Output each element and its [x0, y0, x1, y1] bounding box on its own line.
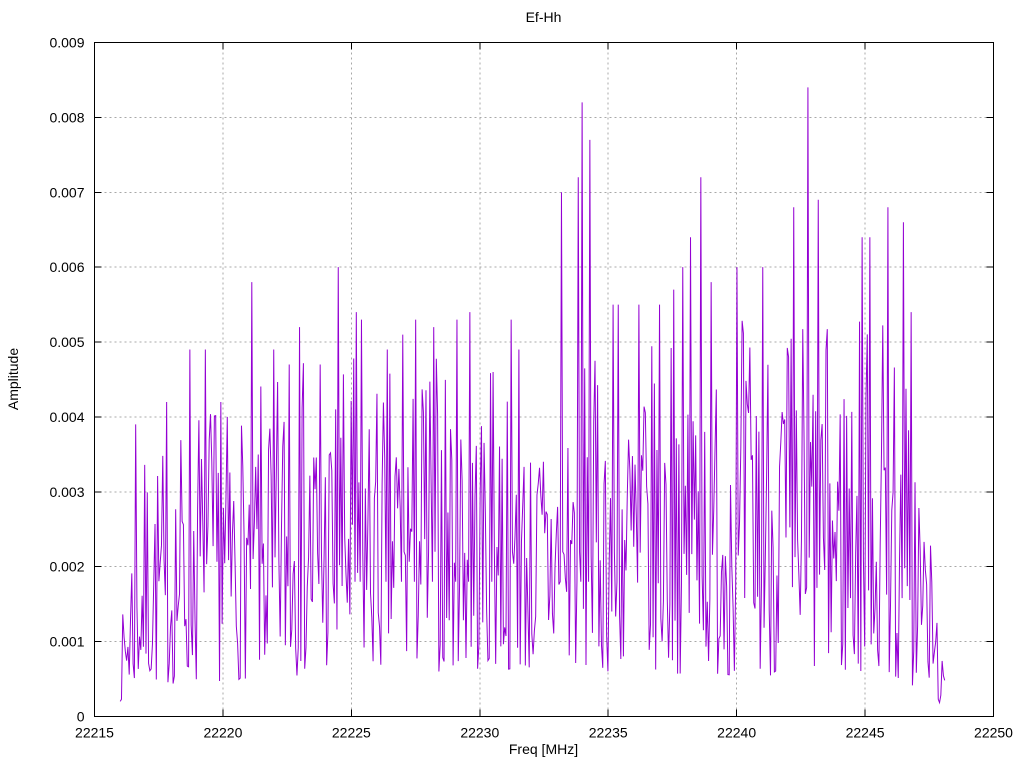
chart-title: Ef-Hh — [525, 9, 562, 25]
x-tick-label: 22235 — [589, 725, 628, 741]
y-tick-label: 0 — [77, 709, 85, 725]
y-tick-label: 0.009 — [49, 35, 84, 51]
x-tick-label: 22220 — [203, 725, 242, 741]
y-tick-label: 0.003 — [49, 484, 84, 500]
x-tick-label: 22225 — [332, 725, 371, 741]
y-tick-label: 0.004 — [49, 409, 84, 425]
signal-trace — [119, 87, 946, 705]
x-tick-label: 22230 — [460, 725, 499, 741]
y-tick-label: 0.002 — [49, 559, 84, 575]
y-tick-label: 0.001 — [49, 634, 84, 650]
x-tick-label: 22215 — [75, 725, 114, 741]
y-tick-label: 0.005 — [49, 334, 84, 350]
x-tick-label: 22240 — [717, 725, 756, 741]
plot-border — [94, 42, 994, 717]
y-tick-label: 0.007 — [49, 184, 84, 200]
x-tick-label: 22250 — [974, 725, 1013, 741]
x-axis-label: Freq [MHz] — [508, 741, 579, 757]
y-tick-label: 0.008 — [49, 109, 84, 125]
y-tick-label: 0.006 — [49, 259, 84, 275]
x-tick-label: 22245 — [846, 725, 885, 741]
